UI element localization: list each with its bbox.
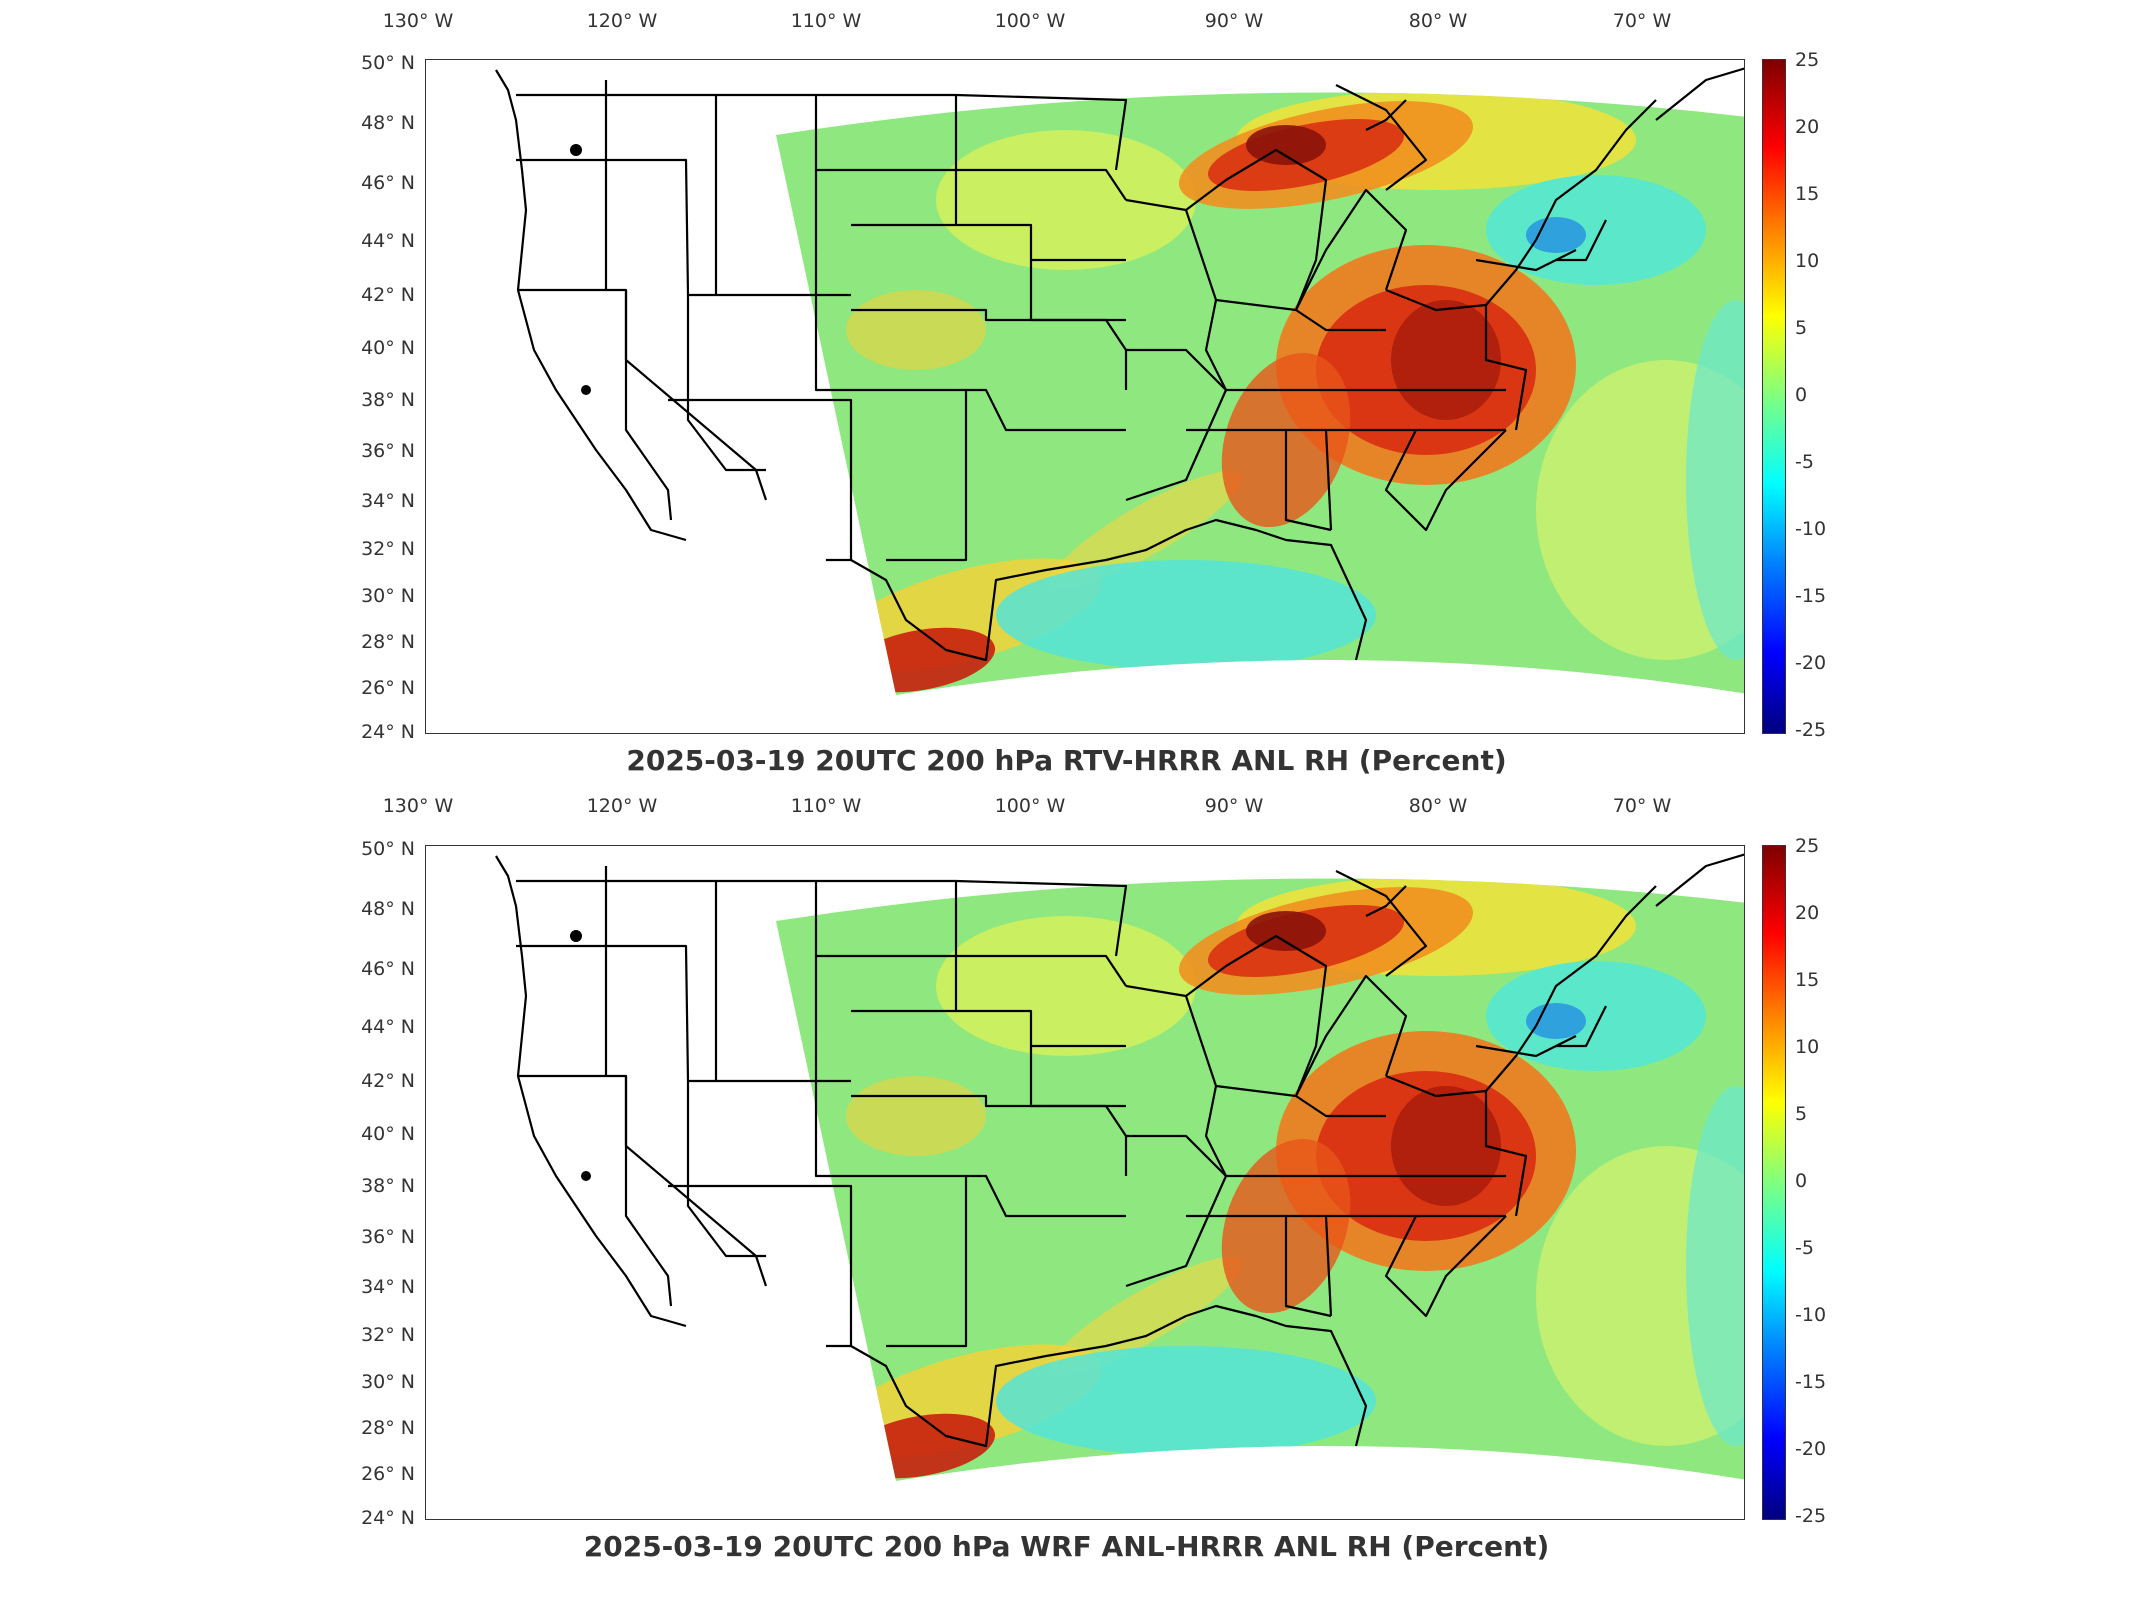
lat-label: 28° N xyxy=(361,631,415,653)
lat-label: 26° N xyxy=(361,1463,415,1485)
colorbar-tick: -25 xyxy=(1795,1505,1827,1527)
colorbar-tick: 10 xyxy=(1795,250,1820,272)
lon-label: 90° W xyxy=(1204,795,1264,817)
lat-label: 36° N xyxy=(361,440,415,462)
colorbar-tick: -15 xyxy=(1795,585,1827,607)
lat-label: 34° N xyxy=(361,490,415,512)
colorbar-tick: -5 xyxy=(1795,451,1814,473)
lat-label: 44° N xyxy=(361,1016,415,1038)
lat-label: 32° N xyxy=(361,538,415,560)
lon-label: 130° W xyxy=(382,795,454,817)
colorbar-tick: -25 xyxy=(1795,719,1827,741)
lat-label: 24° N xyxy=(361,1507,415,1529)
lat-label: 24° N xyxy=(361,721,415,743)
lon-label: 90° W xyxy=(1204,10,1264,32)
lat-label: 30° N xyxy=(361,585,415,607)
lat-label: 38° N xyxy=(361,389,415,411)
lat-label: 48° N xyxy=(361,112,415,134)
lat-label: 26° N xyxy=(361,677,415,699)
colorbar-tick: 0 xyxy=(1795,1170,1808,1192)
lat-label: 42° N xyxy=(361,284,415,306)
lat-label: 48° N xyxy=(361,898,415,920)
lat-label: 34° N xyxy=(361,1276,415,1298)
lon-label: 130° W xyxy=(382,10,454,32)
colorbar-tick: -10 xyxy=(1795,1304,1827,1326)
lon-label: 110° W xyxy=(790,795,862,817)
lon-label: 70° W xyxy=(1612,10,1672,32)
colorbar-tick: 25 xyxy=(1795,835,1820,857)
lon-label: 120° W xyxy=(586,10,658,32)
lat-label: 30° N xyxy=(361,1371,415,1393)
colorbar-tick: 15 xyxy=(1795,969,1820,991)
colorbar-tick: 20 xyxy=(1795,902,1820,924)
colorbar-tick: -20 xyxy=(1795,1438,1827,1460)
colorbar-tick: 5 xyxy=(1795,317,1808,339)
colorbar-tick: 20 xyxy=(1795,116,1820,138)
lon-label: 100° W xyxy=(994,10,1066,32)
lon-label: 80° W xyxy=(1408,795,1468,817)
colorbar-tick: -20 xyxy=(1795,652,1827,674)
lon-label: 110° W xyxy=(790,10,862,32)
colorbar-tick: 10 xyxy=(1795,1036,1820,1058)
lat-label: 40° N xyxy=(361,337,415,359)
lat-label: 32° N xyxy=(361,1324,415,1346)
colorbar-tick: -5 xyxy=(1795,1237,1814,1259)
lat-label: 46° N xyxy=(361,958,415,980)
map-area[interactable] xyxy=(425,59,1745,734)
map-title: 2025-03-19 20UTC 200 hPa WRF ANL-HRRR AN… xyxy=(583,1530,1550,1563)
colorbar-tick: 15 xyxy=(1795,183,1820,205)
map-area[interactable] xyxy=(425,845,1745,1520)
colorbar-tick: -15 xyxy=(1795,1371,1827,1393)
lat-label: 38° N xyxy=(361,1175,415,1197)
colorbar-tick: 25 xyxy=(1795,49,1820,71)
lon-label: 80° W xyxy=(1408,10,1468,32)
lat-label: 28° N xyxy=(361,1417,415,1439)
lat-label: 50° N xyxy=(361,52,415,74)
colorbar xyxy=(1762,845,1786,1520)
colorbar-tick: 5 xyxy=(1795,1103,1808,1125)
colorbar-tick: -10 xyxy=(1795,518,1827,540)
lat-label: 44° N xyxy=(361,230,415,252)
colorbar-tick: 0 xyxy=(1795,384,1808,406)
lat-label: 50° N xyxy=(361,838,415,860)
colorbar xyxy=(1762,59,1786,734)
rh-difference-map xyxy=(426,60,1744,733)
lon-label: 70° W xyxy=(1612,795,1672,817)
map-title: 2025-03-19 20UTC 200 hPa RTV-HRRR ANL RH… xyxy=(626,744,1507,777)
lat-label: 42° N xyxy=(361,1070,415,1092)
lat-label: 36° N xyxy=(361,1226,415,1248)
rh-difference-map xyxy=(426,846,1744,1519)
lon-label: 120° W xyxy=(586,795,658,817)
lat-label: 46° N xyxy=(361,172,415,194)
lat-label: 40° N xyxy=(361,1123,415,1145)
lon-label: 100° W xyxy=(994,795,1066,817)
